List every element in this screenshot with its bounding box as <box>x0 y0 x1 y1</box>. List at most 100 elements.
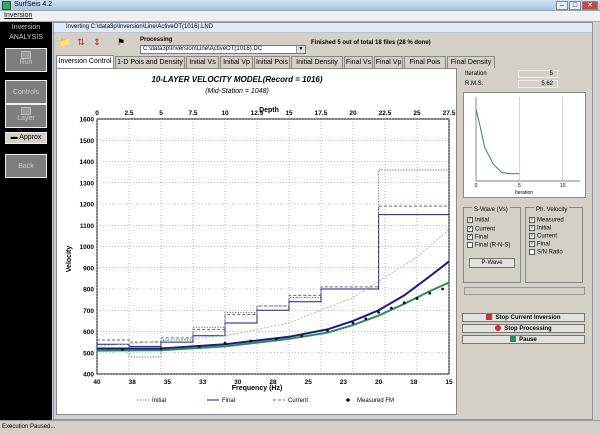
top-tick-label: 0 <box>95 110 99 117</box>
swave-group-title: S-Wave (Vs) <box>472 207 510 213</box>
swave-current-checkbox[interactable]: ✓ Current <box>467 226 495 233</box>
phase-snratio-label: S/N Ratio <box>537 249 563 256</box>
rms-line <box>475 108 520 175</box>
phase-snratio-checkbox[interactable]: S/N Ratio <box>529 249 563 256</box>
measured-point <box>249 339 253 343</box>
bottom-tick-label: 40 <box>93 379 101 386</box>
measured-point <box>198 344 201 348</box>
tab-final-pois[interactable]: Final Pois <box>404 56 446 68</box>
top-tick-label: 10 <box>221 110 229 117</box>
phase-measured-checkbox[interactable]: ✓ Measured <box>529 217 564 224</box>
swave-group: S-Wave (Vs) ✓ Initial ✓ Current ✓ Final Fin… <box>463 207 521 283</box>
adjust-arrows-icon[interactable]: ⇕ <box>93 37 101 47</box>
tab-final-vp[interactable]: Final Vp <box>374 56 403 68</box>
tab-final-vs[interactable]: Final Vs <box>344 56 373 68</box>
legend-label: Current <box>288 398 308 404</box>
run-inversion-icon[interactable]: ⚑ <box>116 37 126 47</box>
tab-initial-density[interactable]: Initial Density <box>291 56 343 68</box>
y-tick-label: 700 <box>83 308 94 315</box>
check-icon: ✓ <box>529 241 535 247</box>
iteration-label: Iteration <box>465 71 487 77</box>
top-tick-label: 2.5 <box>124 110 133 117</box>
phase-current-checkbox[interactable]: ✓ Current <box>529 233 557 240</box>
y-tick-label: 800 <box>83 287 94 294</box>
app-icon <box>2 1 11 10</box>
dispersion-curve <box>96 229 450 347</box>
chart-title: 10-LAYER VELOCITY MODEL(Record = 1016) <box>151 75 322 84</box>
sidebar-item-approx[interactable]: ▬ Approx <box>5 132 47 144</box>
processing-file-select[interactable]: C:\data3p\Inversion\Line\ActiveOT(1016).… <box>140 45 306 54</box>
phase-final-checkbox[interactable]: ✓ Final <box>529 241 550 248</box>
phase-initial-checkbox[interactable]: ✓ Initial <box>529 225 551 232</box>
inversion-window-title: Inverting C:\data3p\Inversion\Line\Activ… <box>54 23 592 33</box>
app-titlebar: SurfSeis 4.2 – □ ✕ <box>0 0 600 11</box>
top-axis-label: Depth <box>259 107 279 114</box>
tab-1d-pois-density[interactable]: 1-D Pois and Density <box>115 56 185 68</box>
top-tick-label: 20 <box>349 110 357 117</box>
stop-current-inversion-button[interactable]: Stop Current Inversion <box>462 313 585 322</box>
top-tick-label: 27.5 <box>443 110 456 117</box>
layer-icon <box>21 107 31 115</box>
bottom-tick-label: 20 <box>375 379 383 386</box>
close-button[interactable]: ✕ <box>582 1 598 10</box>
y-tick-label: 1000 <box>80 244 95 251</box>
measured-point <box>274 337 278 341</box>
inversion-window: Inverting C:\data3p\Inversion\Line\Activ… <box>53 22 593 420</box>
mini-tick-label: 10 <box>560 183 566 189</box>
series-final <box>97 214 449 347</box>
check-icon: ✓ <box>467 217 473 223</box>
progress-bar <box>464 287 585 295</box>
y-tick-label: 1300 <box>80 180 95 187</box>
maximize-button[interactable]: □ <box>569 1 581 10</box>
y-tick-label: 900 <box>83 265 94 272</box>
y-tick-label: 500 <box>83 350 94 357</box>
sidebar-item-layer[interactable]: Layer <box>5 104 47 128</box>
pwave-button[interactable]: P-Wave <box>469 258 515 268</box>
open-folder-icon[interactable]: 📁 <box>59 37 71 47</box>
swave-initial-checkbox[interactable]: ✓ Initial <box>467 217 489 224</box>
check-icon: ✓ <box>467 234 473 240</box>
swave-final-rns-label: Final (R-N-S) <box>475 242 511 249</box>
chart-series <box>96 169 450 358</box>
y-tick-label: 400 <box>83 372 94 379</box>
swave-final-checkbox[interactable]: ✓ Final <box>467 234 488 241</box>
phase-velocity-group: Ph. Velocity ✓ Measured ✓ Initial ✓ Current… <box>525 207 583 283</box>
chevron-down-icon[interactable]: ▼ <box>296 46 305 53</box>
swave-initial-label: Initial <box>475 217 490 224</box>
measured-point <box>428 291 432 295</box>
stop-processing-button[interactable]: Stop Processing <box>462 324 585 333</box>
dispersion-curve <box>97 260 450 350</box>
sidebar-item-label: Back <box>18 163 34 170</box>
stop-processing-label: Stop Processing <box>504 326 552 332</box>
minimize-button[interactable]: – <box>556 1 568 10</box>
mini-x-label: Iteration <box>515 190 533 196</box>
tab-initial-vp[interactable]: Initial Vp <box>220 56 253 68</box>
top-tick-label: 12.5 <box>251 110 264 117</box>
y-tick-label: 1500 <box>80 138 95 145</box>
y-tick-label: 1400 <box>80 159 95 166</box>
legend-label: Measured FM <box>357 398 394 404</box>
sidebar-item-controls[interactable]: Controls <box>5 80 47 104</box>
menu-inversion[interactable]: Inversion <box>4 12 33 19</box>
rms-value: 5.62 <box>518 80 558 88</box>
sidebar-item-back[interactable]: Back <box>5 154 47 178</box>
tab-initial-pois[interactable]: Initial Pois <box>254 56 290 68</box>
sidebar-item-run[interactable]: Run <box>5 48 47 72</box>
pause-button[interactable]: Pause <box>462 335 585 344</box>
stop-icon <box>486 314 493 321</box>
tab-final-density[interactable]: Final Density <box>447 56 495 68</box>
measured-point <box>159 347 163 350</box>
y-tick-label: 1600 <box>80 117 95 124</box>
tab-initial-vs[interactable]: Initial Vs <box>186 56 219 68</box>
measured-point <box>326 329 329 332</box>
measured-point <box>121 348 124 351</box>
status-bar: Execution Paused... <box>0 420 600 434</box>
swap-arrows-icon[interactable]: ⇅ <box>77 37 85 47</box>
tab-inversion-control[interactable]: Inversion Control <box>56 55 114 68</box>
phase-measured-label: Measured <box>537 217 564 224</box>
chart-legend: Initial Final Current Measured FM <box>137 398 394 404</box>
swave-final-rns-checkbox[interactable]: Final (R-N-S) <box>467 242 510 249</box>
phase-initial-label: Initial <box>537 225 552 232</box>
chart-subtitle: (Mid-Station = 1048) <box>205 88 269 95</box>
rms-label: R.M.S. <box>465 81 484 87</box>
